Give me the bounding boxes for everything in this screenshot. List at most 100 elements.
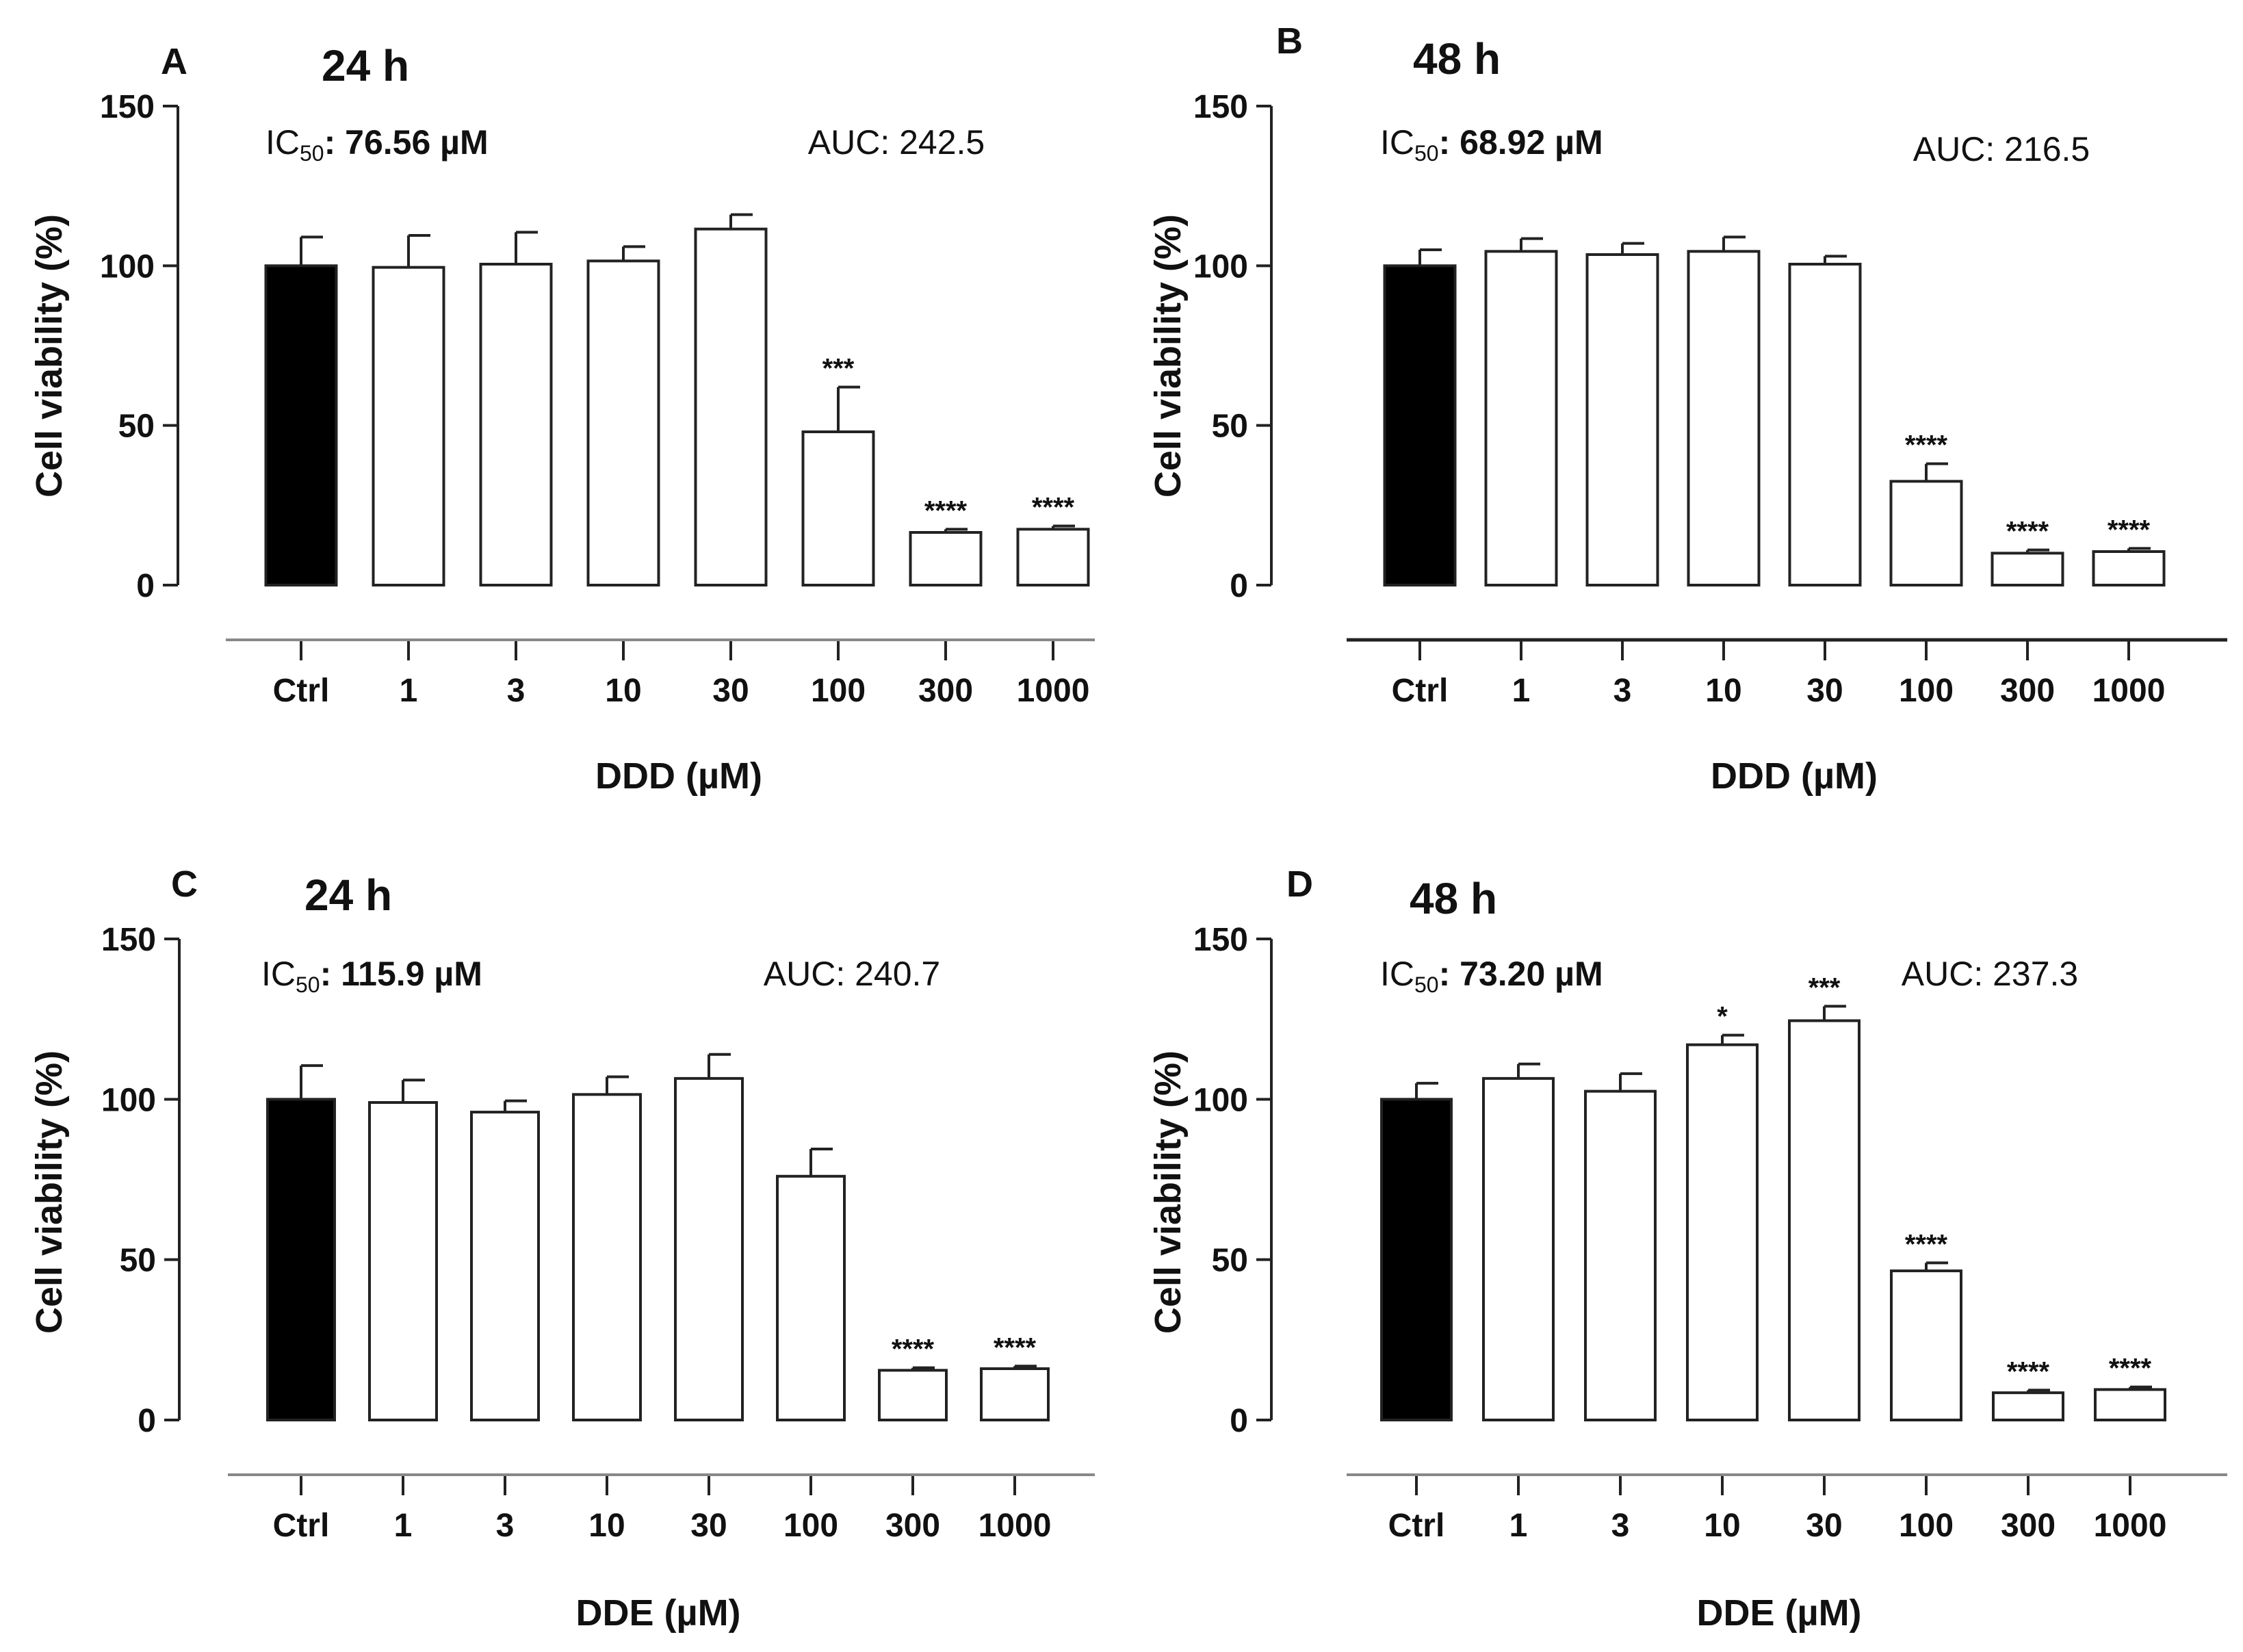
panel-letter: C [171, 864, 198, 905]
ic50-value: : 115.9 µM [320, 955, 482, 993]
bar [1890, 1269, 1962, 1421]
bar [1788, 263, 1862, 586]
x-tick-label: Ctrl [273, 673, 330, 709]
x-axis-label: DDE (µM) [1696, 1592, 1861, 1634]
x-tick-label: 1000 [2092, 673, 2166, 709]
y-tick-label: 50 [1212, 409, 1248, 445]
y-axis-label: Cell viability (%) [1148, 1050, 1189, 1334]
bar [1585, 253, 1659, 586]
x-tick-label: 10 [1705, 673, 1741, 709]
y-tick-label: 0 [1230, 568, 1248, 604]
x-tick-label: 300 [2000, 673, 2055, 709]
ic50-subscript: 50 [296, 972, 320, 997]
ic50-prefix: IC [261, 955, 296, 993]
y-tick-label: 100 [100, 248, 155, 285]
auc-annotation: AUC: 237.3 [1902, 955, 2078, 993]
bar [980, 1367, 1050, 1421]
ic50-subscript: 50 [300, 141, 324, 166]
x-tick-label: 30 [690, 1508, 727, 1544]
significance-marker: *** [822, 354, 855, 384]
ic50-subscript: 50 [1414, 141, 1439, 166]
panel-letter: B [1276, 21, 1303, 62]
x-tick-label: 300 [885, 1508, 940, 1544]
significance-marker: **** [2109, 1354, 2152, 1384]
significance-marker: **** [994, 1332, 1037, 1363]
significance-marker: * [1717, 1002, 1728, 1032]
significance-marker: **** [1032, 493, 1075, 523]
bar [878, 1369, 948, 1422]
bar [1889, 480, 1963, 586]
y-tick-label: 50 [1212, 1243, 1248, 1279]
significance-marker: **** [1905, 430, 1948, 461]
bar [1992, 1391, 2064, 1421]
x-tick-label: 100 [1899, 673, 1954, 709]
ic50-subscript: 50 [1414, 972, 1439, 997]
x-tick-label: 300 [2001, 1508, 2056, 1544]
auc-annotation: AUC: 240.7 [764, 955, 940, 993]
significance-marker: **** [2007, 1356, 2050, 1386]
x-tick-label: 3 [1611, 1508, 1630, 1544]
auc-annotation: AUC: 242.5 [808, 123, 985, 162]
x-tick-label: 1000 [978, 1508, 1052, 1544]
x-axis-label: DDE (µM) [575, 1592, 740, 1634]
x-tick-label: 30 [712, 673, 749, 709]
significance-marker: **** [2006, 517, 2049, 547]
x-tick-label: 1000 [2094, 1508, 2167, 1544]
ic50-prefix: IC [265, 123, 300, 162]
x-tick-label: 1 [394, 1508, 413, 1544]
x-tick-label: 3 [1613, 673, 1632, 709]
y-tick-label: 100 [1193, 1082, 1248, 1118]
panel-title: 48 h [1410, 874, 1497, 923]
significance-marker: **** [892, 1334, 935, 1365]
ic50-prefix: IC [1380, 955, 1414, 993]
y-axis-label: Cell viability (%) [29, 214, 70, 498]
ic50-prefix: IC [1380, 123, 1414, 162]
bar [586, 259, 660, 586]
bar-ctrl [1383, 264, 1457, 586]
x-tick-label: 300 [918, 673, 973, 709]
x-tick-label: 1 [1512, 673, 1531, 709]
bar [909, 531, 983, 586]
bar [2094, 1388, 2166, 1422]
y-tick-label: 0 [1230, 1403, 1248, 1439]
ic50-value: : 68.92 µM [1439, 123, 1603, 162]
bar [674, 1076, 744, 1421]
y-tick-label: 50 [120, 1243, 156, 1279]
bar [776, 1174, 846, 1422]
x-tick-label: 100 [811, 673, 866, 709]
y-tick-label: 0 [138, 1403, 156, 1439]
bar [801, 430, 875, 586]
significance-marker: **** [1905, 1229, 1948, 1259]
bar [1686, 1043, 1759, 1422]
panel-letter: D [1286, 864, 1313, 905]
x-tick-label: 3 [507, 673, 526, 709]
x-tick-label: Ctrl [1392, 673, 1449, 709]
ic50-value: : 76.56 µM [324, 123, 489, 162]
bar [1482, 1076, 1555, 1421]
y-tick-label: 100 [1193, 248, 1248, 285]
bar [479, 263, 553, 586]
panel-title: 24 h [322, 41, 409, 90]
bar [1991, 552, 2064, 586]
y-tick-label: 0 [136, 568, 155, 604]
bar [1788, 1019, 1860, 1421]
x-tick-label: 100 [783, 1508, 838, 1544]
bar [368, 1101, 438, 1422]
x-tick-label: 10 [588, 1508, 625, 1544]
x-tick-label: 30 [1806, 673, 1843, 709]
ic50-annotation: IC50: 115.9 µM [261, 955, 482, 997]
auc-annotation: AUC: 216.5 [1913, 130, 2090, 168]
x-tick-label: 1000 [1017, 673, 1090, 709]
panel-letter: A [161, 41, 187, 82]
x-tick-label: 10 [605, 673, 641, 709]
bar [572, 1093, 642, 1421]
y-axis-label: Cell viability (%) [29, 1050, 70, 1334]
bar-ctrl [264, 264, 338, 586]
ic50-value: : 73.20 µM [1439, 955, 1603, 993]
x-tick-label: 10 [1704, 1508, 1740, 1544]
x-tick-label: 1 [400, 673, 418, 709]
bar-ctrl [1380, 1098, 1453, 1422]
